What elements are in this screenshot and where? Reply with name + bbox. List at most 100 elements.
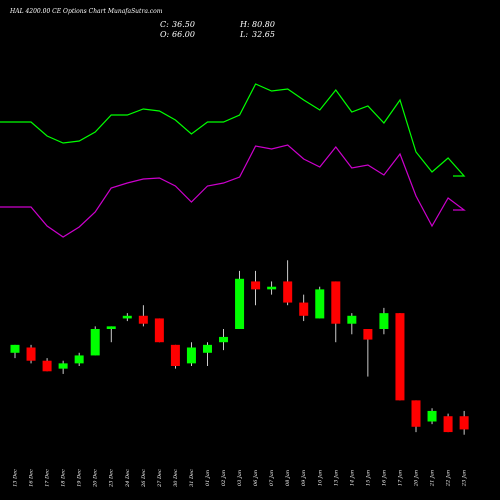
candle-body	[74, 355, 84, 364]
candle-body	[443, 416, 453, 433]
candle-body	[170, 344, 180, 366]
candle-body	[235, 278, 245, 329]
candle	[379, 307, 389, 335]
candle	[170, 344, 180, 369]
candle	[90, 326, 100, 356]
candle-body	[267, 286, 277, 290]
candle	[251, 270, 261, 306]
low-value: 32.65	[252, 30, 275, 39]
x-tick-label: 22 Jan	[446, 470, 452, 487]
chart-title: HAL 4200.00 CE Options Chart MunafaSutra…	[9, 8, 163, 15]
x-tick-label: 31 Dec	[189, 469, 195, 487]
close-label: C:	[160, 20, 169, 29]
candle-body	[315, 289, 325, 319]
x-tick-label: 08 Jan	[285, 470, 291, 486]
close-value: 36.50	[172, 20, 195, 29]
candle-body	[186, 347, 196, 364]
x-tick-label: 10 Jan	[317, 470, 323, 486]
candle	[283, 260, 293, 306]
x-tick-label: 09 Jan	[301, 470, 307, 486]
candle-body	[202, 344, 212, 353]
x-tick-label: 20 Jan	[414, 470, 420, 487]
x-tick-label: 19 Dec	[77, 469, 83, 487]
candle	[42, 358, 52, 372]
candle	[58, 360, 68, 374]
candle	[427, 408, 437, 425]
candle	[315, 286, 325, 319]
candle	[106, 326, 116, 343]
candle-body	[379, 313, 389, 329]
candle-body	[459, 416, 469, 430]
candle-body	[219, 336, 229, 343]
x-tick-label: 01 Jan	[205, 470, 211, 486]
candle-body	[427, 410, 437, 422]
candle	[122, 313, 132, 322]
x-tick-label: 13 Jan	[333, 470, 339, 486]
candle	[267, 281, 277, 295]
candle-body	[251, 281, 261, 290]
candle-body	[58, 363, 68, 369]
candle	[363, 329, 373, 377]
x-tick-label: 26 Dec	[141, 469, 147, 488]
candle-body	[283, 281, 293, 303]
open-label: O:	[160, 30, 170, 39]
candle	[26, 344, 36, 364]
x-tick-label: 15 Jan	[365, 470, 371, 486]
candle-body	[411, 400, 421, 427]
candle	[347, 313, 357, 335]
candle-body	[347, 315, 357, 324]
candle	[74, 352, 84, 366]
candle	[186, 342, 196, 366]
candles	[10, 260, 469, 435]
x-tick-label: 23 Jan	[462, 470, 468, 487]
candle-body	[395, 313, 405, 401]
candle	[235, 270, 245, 329]
candle	[154, 318, 164, 343]
candle	[331, 281, 341, 343]
candle	[459, 410, 469, 435]
upper-line	[0, 83, 466, 177]
x-tick-label: 18 Dec	[61, 469, 67, 487]
candle-body	[122, 315, 132, 319]
open-value: 66.00	[172, 30, 195, 39]
candle	[138, 305, 148, 327]
x-tick-label: 27 Dec	[157, 469, 163, 488]
candle	[219, 329, 229, 351]
candle	[299, 294, 309, 322]
candle-body	[106, 326, 116, 329]
x-tick-label: 16 Jan	[381, 470, 387, 486]
ohlc-readout: C: 36.50 H: 80.80 O: 66.00 L: 32.65	[160, 20, 275, 39]
x-tick-label: 21 Jan	[430, 470, 436, 487]
candle-body	[363, 329, 373, 340]
x-axis-ticks: 13 Dec 16 Dec 17 Dec 18 Dec 19 Dec 20 Dec 23 D…	[13, 469, 468, 488]
x-tick-label: 17 Dec	[45, 469, 51, 487]
high-label: H:	[239, 20, 250, 29]
candle	[443, 413, 453, 433]
candle	[395, 313, 405, 401]
candle-body	[42, 360, 52, 372]
x-tick-label: 13 Dec	[13, 469, 19, 487]
x-tick-label: 07 Jan	[269, 470, 275, 486]
x-tick-label: 14 Jan	[349, 470, 355, 486]
candle-body	[10, 344, 20, 353]
low-label: L:	[239, 30, 248, 39]
x-tick-label: 20 Dec	[93, 469, 99, 488]
candle-body	[154, 318, 164, 343]
lower-line	[0, 144, 466, 238]
candle-body	[90, 329, 100, 356]
indicator-lines	[0, 83, 466, 238]
x-tick-label: 06 Jan	[253, 470, 259, 486]
high-value: 80.80	[252, 20, 275, 29]
x-tick-label: 16 Dec	[29, 469, 35, 487]
candle	[10, 344, 20, 359]
candle-body	[299, 302, 309, 316]
candle-body	[138, 315, 148, 324]
candle	[411, 400, 421, 433]
candle-body	[26, 347, 36, 361]
x-tick-label: 03 Jan	[237, 470, 243, 486]
candle	[202, 342, 212, 366]
x-tick-label: 30 Dec	[173, 469, 179, 487]
x-tick-label: 24 Dec	[125, 469, 131, 488]
